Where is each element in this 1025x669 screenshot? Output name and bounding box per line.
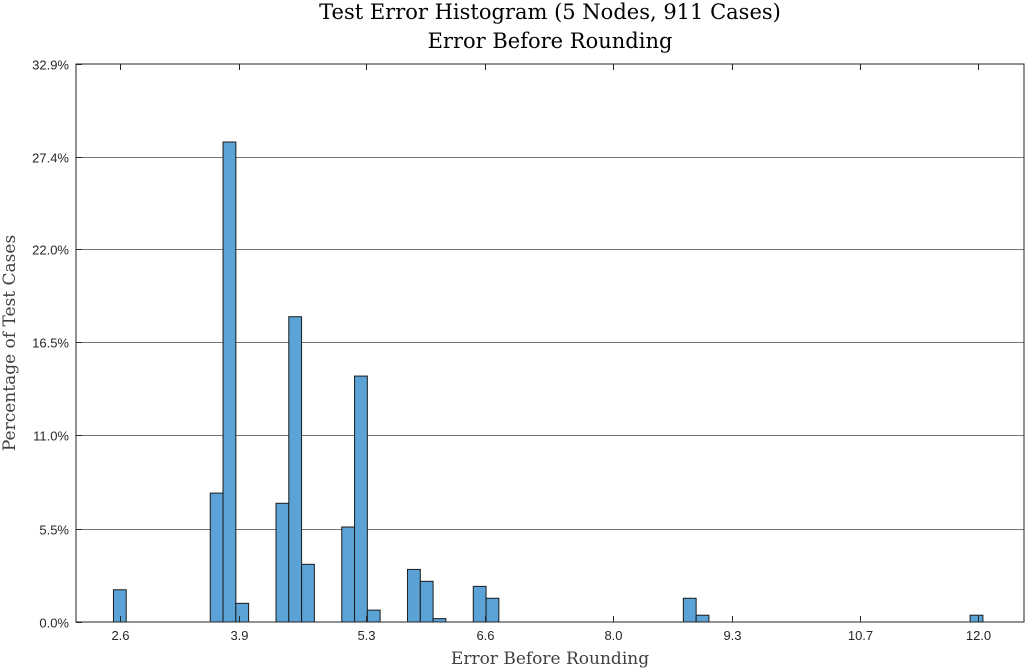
x-tick-label: 3.9 <box>230 628 248 643</box>
y-tick-label: 32.9% <box>32 58 69 73</box>
histogram-bar <box>695 614 710 623</box>
histogram-bar <box>682 597 697 623</box>
x-tick-label: 12.0 <box>966 628 991 643</box>
y-tick-label: 11.0% <box>33 429 69 444</box>
histogram-bar <box>419 580 434 623</box>
x-tick-label: 9.3 <box>723 628 741 643</box>
y-tick-label: 22.0% <box>32 243 69 258</box>
x-tick-label: 8.0 <box>604 628 622 643</box>
y-tick-label: 16.5% <box>32 336 69 351</box>
histogram-bar <box>209 492 224 623</box>
x-axis-label: Error Before Rounding <box>451 649 649 669</box>
chart-subtitle: Error Before Rounding <box>428 29 673 53</box>
histogram-bar <box>275 502 290 623</box>
histogram-bar <box>112 589 127 623</box>
histogram-bar <box>288 316 303 623</box>
histogram-bar <box>472 585 487 623</box>
histogram-bar <box>432 618 447 623</box>
y-tick-labels: 0.0% 5.5% 11.0% 16.5% 22.0% 27.4% 32.9% <box>32 58 69 631</box>
histogram-bar <box>354 375 368 623</box>
histogram-bar <box>235 602 250 623</box>
y-tick-label: 0.0% <box>39 616 69 631</box>
x-tick-label: 5.3 <box>357 628 375 643</box>
y-tick-label: 5.5% <box>39 523 69 538</box>
axis-ticks <box>76 64 979 623</box>
chart-title: Test Error Histogram (5 Nodes, 911 Cases… <box>319 0 781 24</box>
x-tick-label: 6.6 <box>476 628 494 643</box>
x-tick-label: 10.7 <box>848 628 873 643</box>
histogram-bar <box>969 614 984 623</box>
histogram-bar <box>301 563 315 623</box>
histogram-bar <box>341 526 356 623</box>
x-tick-label: 2.6 <box>111 628 129 643</box>
y-axis-label: Percentage of Test Cases <box>0 235 20 451</box>
x-tick-labels: 2.6 3.9 5.3 6.6 8.0 9.3 10.7 12.0 <box>111 628 991 643</box>
histogram-bar <box>222 141 237 623</box>
histogram-bar <box>485 597 500 623</box>
histogram-bar <box>366 609 381 623</box>
histogram-bar <box>407 568 421 623</box>
y-tick-label: 27.4% <box>32 151 69 166</box>
